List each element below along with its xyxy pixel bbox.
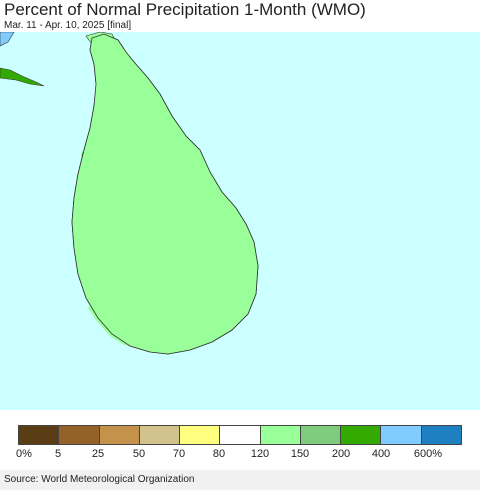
legend-swatch	[139, 426, 181, 444]
legend-label: 600%	[413, 448, 443, 460]
legend-swatch	[260, 426, 301, 444]
legend-label: 70	[172, 448, 186, 460]
legend-swatch	[19, 426, 60, 444]
map-frame	[0, 32, 480, 410]
legend-label: 0%	[16, 448, 32, 460]
legend-swatch	[341, 426, 382, 444]
legend-label: 80	[212, 448, 226, 460]
legend-label: 150	[290, 448, 310, 460]
legend-swatch	[180, 426, 221, 444]
legend-label: 50	[132, 448, 146, 460]
legend-label: 400	[371, 448, 391, 460]
source-credit: Source: World Meteorological Organizatio…	[4, 474, 195, 485]
legend-swatch	[381, 426, 422, 444]
legend-swatch	[59, 426, 100, 444]
india-coast	[0, 32, 15, 47]
legend-swatch	[220, 426, 261, 444]
precipitation-map	[0, 32, 259, 355]
legend-label: 200	[331, 448, 351, 460]
legend-label: 5	[54, 448, 62, 460]
legend-swatch	[300, 426, 342, 444]
india-coast-green	[0, 67, 45, 87]
legend-label: 25	[91, 448, 105, 460]
legend-label: 120	[250, 448, 270, 460]
legend-bar	[18, 425, 462, 445]
map-subtitle: Mar. 11 - Apr. 10, 2025 [final]	[4, 20, 132, 31]
footer: Source: World Meteorological Organizatio…	[0, 470, 480, 490]
legend-swatch	[421, 426, 461, 444]
map-title: Percent of Normal Precipitation 1-Month …	[4, 0, 366, 19]
legend-swatch	[99, 426, 140, 444]
